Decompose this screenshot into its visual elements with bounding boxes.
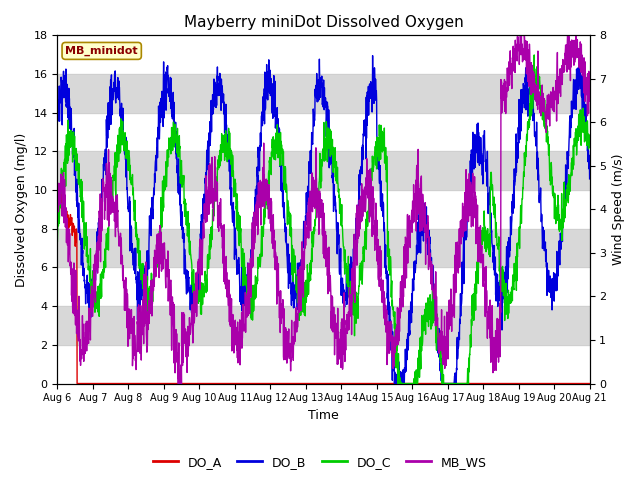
Y-axis label: Dissolved Oxygen (mg/l): Dissolved Oxygen (mg/l) (15, 132, 28, 287)
Y-axis label: Wind Speed (m/s): Wind Speed (m/s) (612, 154, 625, 265)
Bar (58, 151, 589, 190)
Bar (58, 74, 589, 113)
X-axis label: Time: Time (308, 409, 339, 422)
Bar (58, 229, 589, 267)
Text: MB_minidot: MB_minidot (65, 46, 138, 56)
Title: Mayberry miniDot Dissolved Oxygen: Mayberry miniDot Dissolved Oxygen (184, 15, 463, 30)
Legend: DO_A, DO_B, DO_C, MB_WS: DO_A, DO_B, DO_C, MB_WS (148, 451, 492, 474)
Bar (58, 306, 589, 345)
